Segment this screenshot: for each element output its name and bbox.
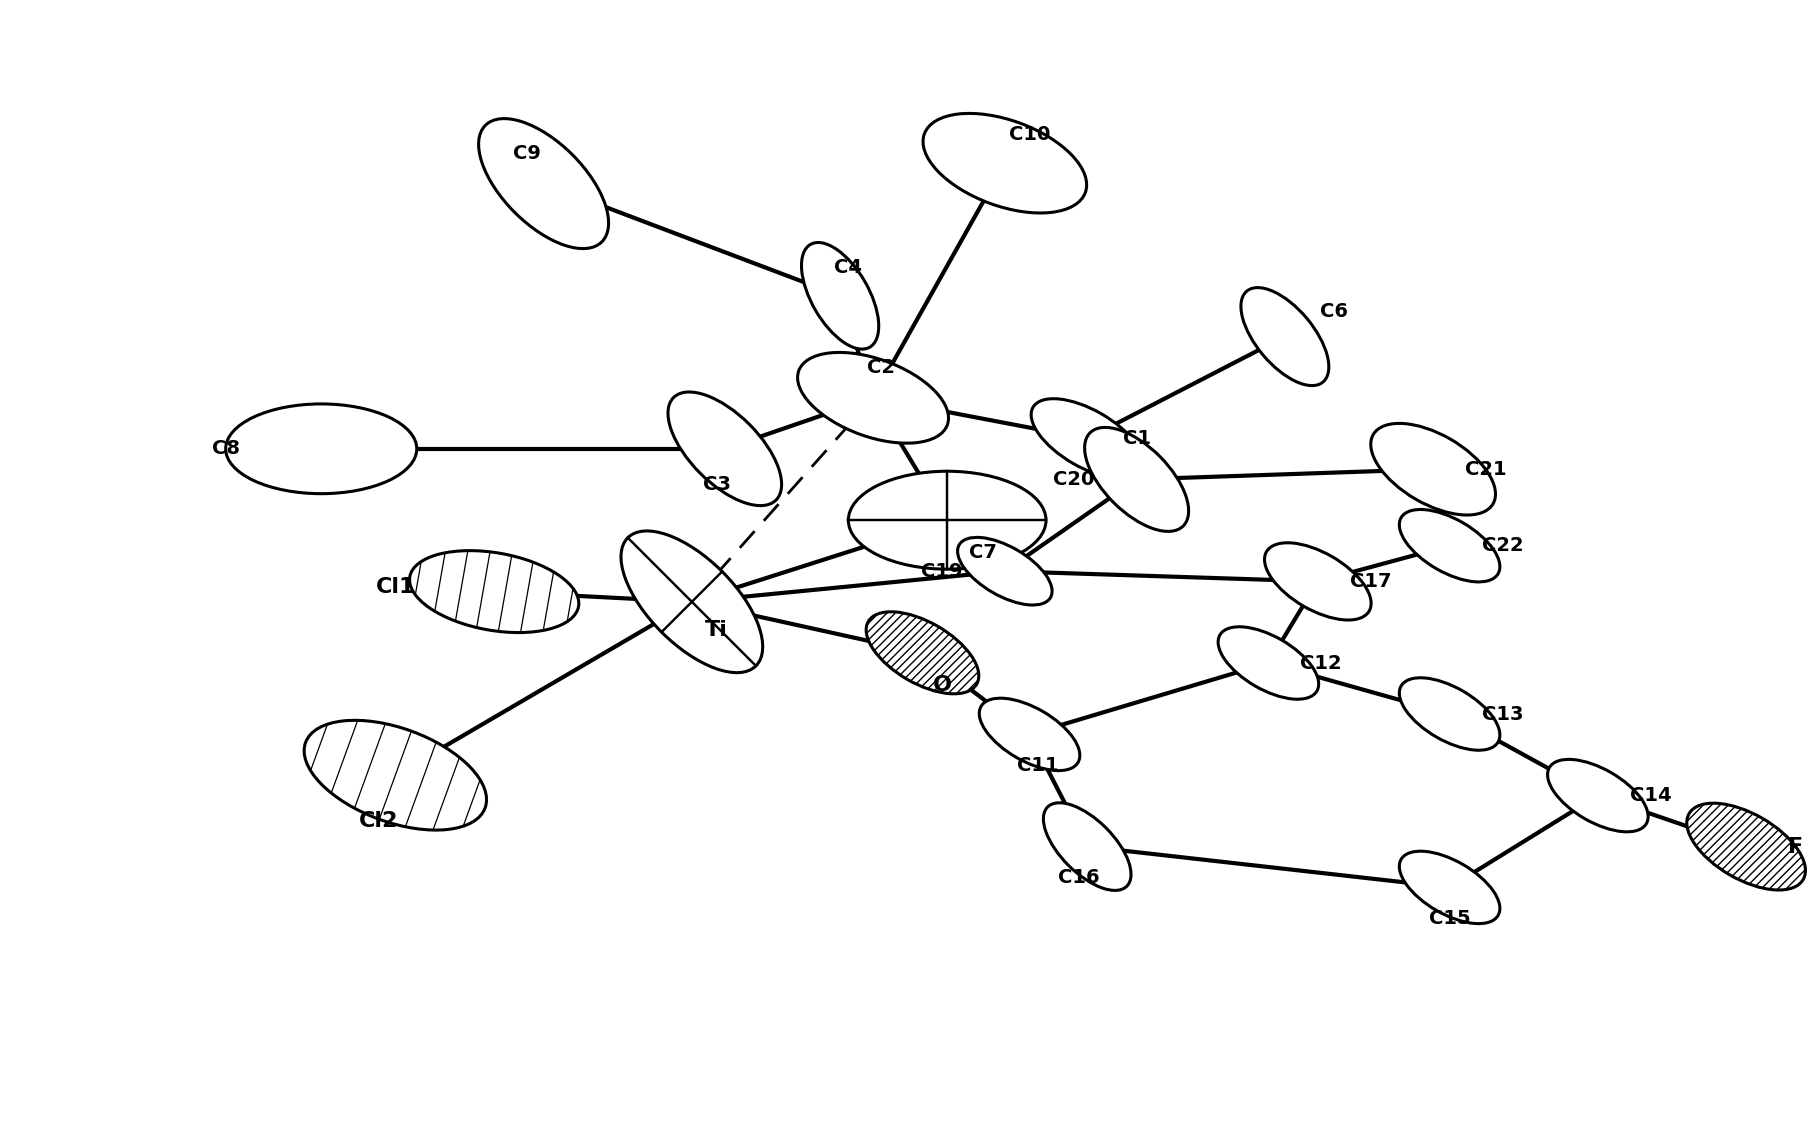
Ellipse shape xyxy=(1085,427,1189,532)
Ellipse shape xyxy=(797,352,948,443)
Ellipse shape xyxy=(622,531,763,673)
Text: Cl2: Cl2 xyxy=(359,811,399,831)
Ellipse shape xyxy=(1399,678,1500,751)
Ellipse shape xyxy=(1399,852,1500,923)
Ellipse shape xyxy=(304,720,487,830)
Text: C8: C8 xyxy=(212,440,239,458)
Ellipse shape xyxy=(1265,543,1372,620)
Text: C4: C4 xyxy=(834,258,863,277)
Ellipse shape xyxy=(410,551,578,633)
Text: C16: C16 xyxy=(1058,867,1100,886)
Ellipse shape xyxy=(669,392,781,506)
Text: C15: C15 xyxy=(1430,909,1470,928)
Ellipse shape xyxy=(478,119,609,249)
Ellipse shape xyxy=(922,113,1087,213)
Text: C21: C21 xyxy=(1466,460,1506,479)
Text: F: F xyxy=(1788,837,1803,856)
Text: C9: C9 xyxy=(513,144,542,163)
Ellipse shape xyxy=(226,404,417,494)
Text: C10: C10 xyxy=(1009,126,1051,144)
Ellipse shape xyxy=(1370,423,1495,515)
Text: C3: C3 xyxy=(703,475,730,494)
Text: C2: C2 xyxy=(868,358,895,377)
Text: C6: C6 xyxy=(1321,302,1348,321)
Text: Ti: Ti xyxy=(705,620,728,641)
Ellipse shape xyxy=(801,242,879,349)
Ellipse shape xyxy=(848,471,1046,569)
Text: C1: C1 xyxy=(1123,429,1151,448)
Text: C11: C11 xyxy=(1017,755,1058,774)
Ellipse shape xyxy=(957,537,1053,605)
Text: C14: C14 xyxy=(1629,787,1671,806)
Text: C22: C22 xyxy=(1482,536,1524,555)
Text: C7: C7 xyxy=(969,543,997,562)
Ellipse shape xyxy=(1044,802,1131,891)
Text: Cl1: Cl1 xyxy=(375,577,415,597)
Text: C13: C13 xyxy=(1482,705,1524,724)
Text: C17: C17 xyxy=(1350,572,1392,591)
Ellipse shape xyxy=(1547,760,1649,831)
Ellipse shape xyxy=(1399,509,1500,582)
Ellipse shape xyxy=(1241,287,1328,386)
Ellipse shape xyxy=(978,698,1080,771)
Text: C19: C19 xyxy=(922,562,962,581)
Text: C12: C12 xyxy=(1301,653,1343,672)
Text: C20: C20 xyxy=(1053,470,1094,489)
Ellipse shape xyxy=(1218,627,1319,699)
Ellipse shape xyxy=(1687,803,1805,890)
Ellipse shape xyxy=(1031,398,1143,478)
Ellipse shape xyxy=(866,611,978,693)
Text: O: O xyxy=(933,675,951,696)
